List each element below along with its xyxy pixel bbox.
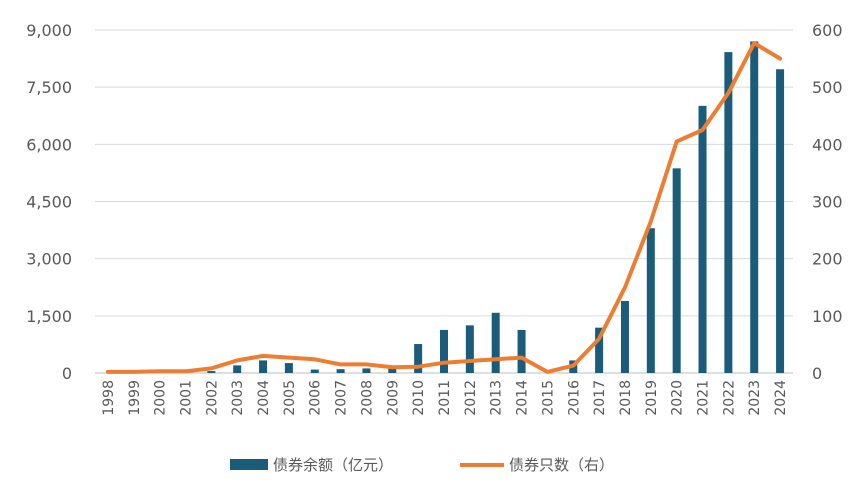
y-right-tick-label: 0 [812, 364, 822, 383]
right-axis: 0 100 200 300 400 500 600 [812, 21, 843, 383]
x-tick-label: 2006 [308, 380, 324, 416]
bar [465, 325, 474, 373]
y-right-tick-label: 300 [812, 193, 843, 212]
bar [698, 105, 707, 373]
x-tick-label: 2004 [256, 380, 272, 416]
x-tick-label: 2003 [230, 380, 246, 416]
x-tick-label: 2005 [282, 380, 298, 416]
bar [207, 371, 216, 373]
x-tick-label: 2016 [566, 380, 582, 416]
left-axis: 0 1,500 3,000 4,500 6,000 7,500 9,000 [26, 21, 72, 383]
legend-label-bar: 债券余额（亿元） [273, 456, 393, 474]
line-series [105, 41, 783, 374]
x-tick-label: 2010 [411, 380, 427, 416]
x-tick-label: 2002 [204, 380, 220, 416]
x-tick-label: 2014 [515, 380, 531, 416]
legend-swatch-bar [230, 459, 268, 470]
bar [750, 41, 759, 373]
bar [776, 69, 785, 373]
x-tick-label: 1998 [101, 380, 117, 416]
x-tick-label: 2001 [178, 380, 194, 416]
y-right-tick-label: 500 [812, 78, 843, 97]
y-left-tick-label: 7,500 [26, 78, 72, 97]
legend: 债券余额（亿元） 债券只数（右） [230, 456, 614, 474]
y-left-tick-label: 9,000 [26, 21, 72, 40]
x-tick-label: 2024 [773, 380, 789, 416]
x-tick-label: 2018 [618, 380, 634, 416]
x-axis: 1998 1999 2000 2001 2002 2003 2004 2005 2006 2007… [101, 380, 789, 416]
y-right-tick-label: 400 [812, 135, 843, 154]
y-right-tick-label: 600 [812, 21, 843, 40]
y-left-tick-label: 6,000 [26, 135, 72, 154]
bar [595, 327, 604, 373]
x-tick-label: 2008 [359, 380, 375, 416]
bar [620, 300, 629, 373]
bar [414, 344, 423, 373]
x-tick-label: 2017 [592, 380, 608, 416]
x-tick-label: 2015 [540, 380, 556, 416]
bar-series [181, 41, 785, 374]
x-tick-label: 1999 [127, 380, 143, 416]
x-tick-label: 2020 [670, 380, 686, 416]
x-tick-label: 2011 [437, 380, 453, 416]
y-left-tick-label: 4,500 [26, 193, 72, 212]
x-tick-label: 2021 [696, 380, 712, 416]
bar [233, 365, 242, 373]
x-tick-label: 2007 [334, 380, 350, 416]
bar [336, 369, 345, 373]
bar [724, 52, 733, 374]
x-tick-label: 2009 [385, 380, 401, 416]
bar [362, 368, 371, 373]
x-tick-label: 2012 [463, 380, 479, 416]
bar [646, 228, 655, 373]
y-right-tick-label: 100 [812, 307, 843, 326]
y-right-tick-label: 200 [812, 250, 843, 269]
bar [259, 360, 268, 373]
x-tick-label: 2019 [644, 380, 660, 416]
bar [440, 329, 448, 373]
y-left-tick-label: 1,500 [26, 307, 72, 326]
bar [517, 329, 526, 373]
gridlines [95, 29, 793, 374]
x-tick-label: 2022 [721, 380, 737, 416]
bar [388, 365, 397, 373]
bar [284, 363, 293, 373]
y-left-tick-label: 0 [62, 364, 72, 383]
y-left-tick-label: 3,000 [26, 250, 72, 269]
x-tick-label: 2000 [153, 380, 169, 416]
bar [310, 369, 319, 373]
bar [491, 312, 500, 373]
legend-label-line: 债券只数（右） [509, 456, 614, 474]
bar [672, 168, 681, 373]
x-tick-label: 2013 [489, 380, 505, 416]
x-tick-label: 2023 [747, 380, 763, 416]
